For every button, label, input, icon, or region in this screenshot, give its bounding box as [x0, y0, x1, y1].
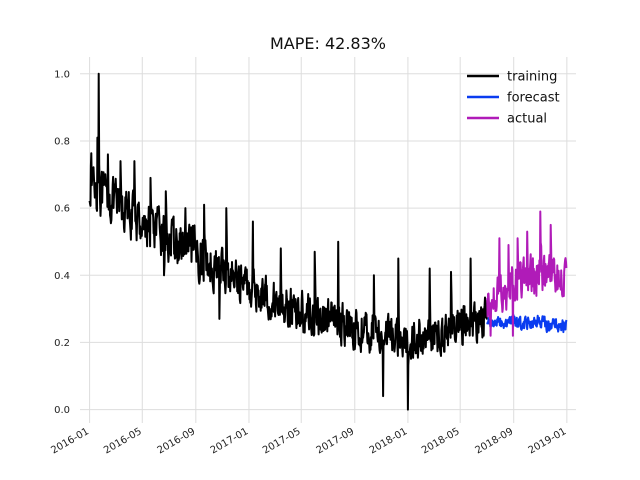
series-line-training — [88, 72, 489, 411]
y-tick-label-3: 0.6 — [54, 204, 70, 215]
series-line-actual — [486, 210, 568, 337]
chart-title: MAPE: 42.83% — [270, 34, 386, 53]
legend-label-forecast: forecast — [507, 91, 560, 106]
series-line-forecast — [486, 313, 568, 334]
legend-label-actual: actual — [507, 112, 547, 127]
y-tick-label-0: 0.0 — [54, 405, 70, 416]
y-tick-label-5: 1.0 — [54, 69, 70, 80]
series-layer — [88, 72, 568, 411]
legend-label-training: training — [507, 70, 557, 85]
y-tick-label-2: 0.4 — [54, 271, 70, 282]
y-tick-label-1: 0.2 — [54, 338, 70, 349]
y-tick-label-4: 0.8 — [54, 136, 70, 147]
legend: training forecast actual — [467, 70, 560, 127]
gridlines — [80, 57, 576, 423]
y-axis-ticks: 0.0 0.2 0.4 0.6 0.8 1.0 — [54, 69, 70, 416]
